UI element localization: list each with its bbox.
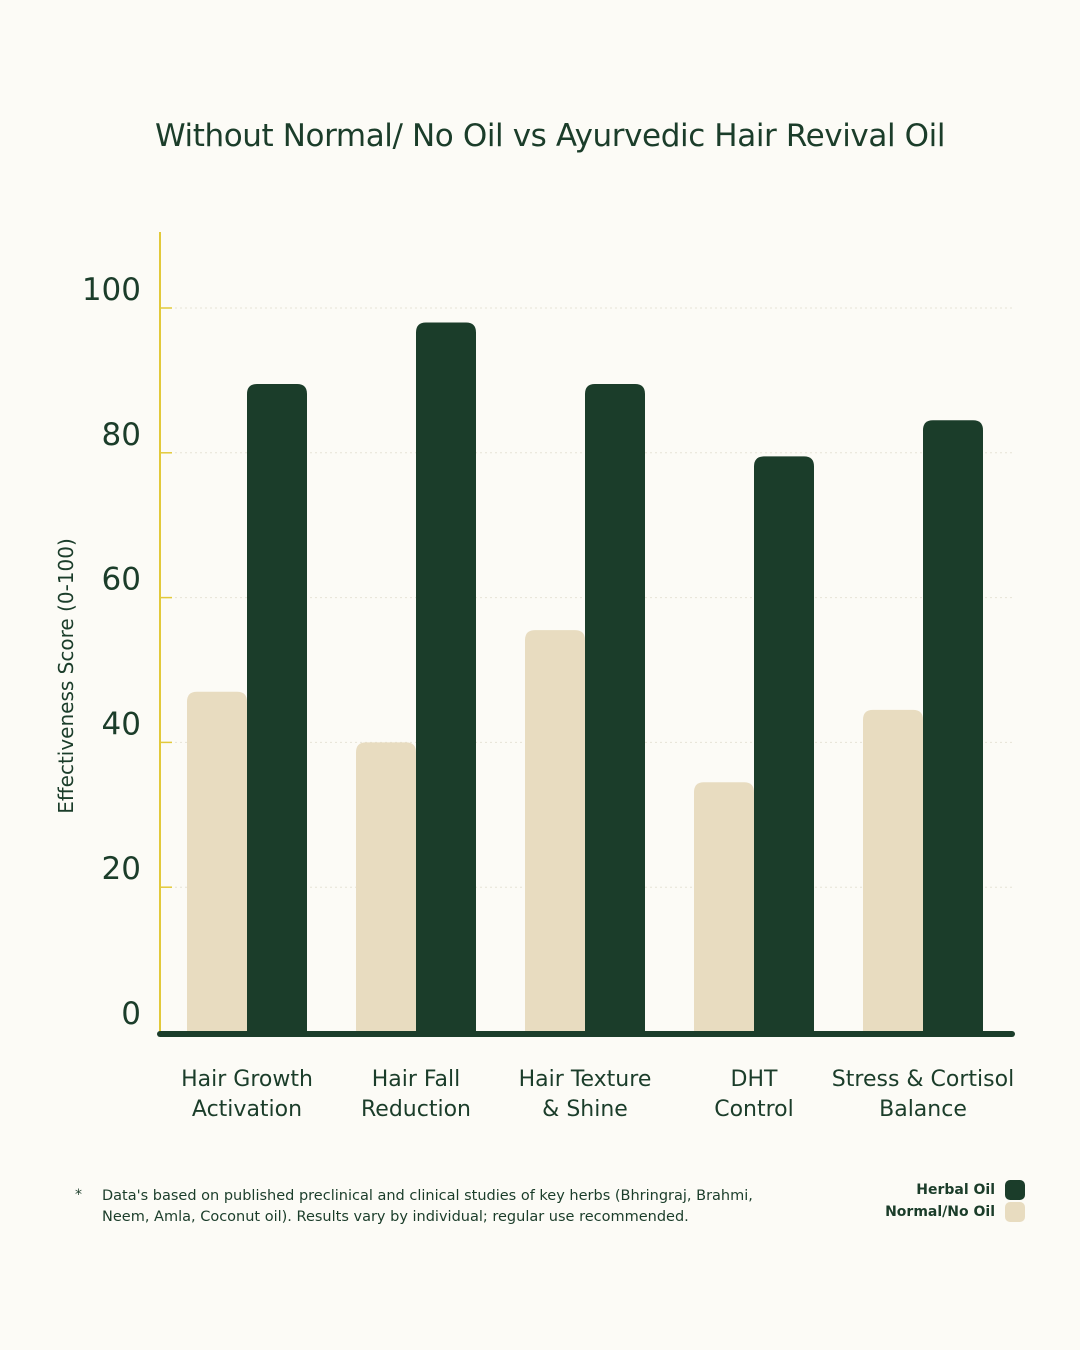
y-tick-label-40: 40 [102,706,141,742]
x-tick-label-4: Stress & Cortisol Balance [832,1067,1014,1122]
x-tick-label-line: DHT [731,1067,778,1092]
x-tick-label-line: Hair Texture [519,1067,652,1092]
y-tick-label-100: 100 [82,272,141,308]
footnote-marker: * [75,1187,82,1203]
x-tick-label-line: Control [714,1097,794,1122]
x-tick-label-line: Stress & Cortisol [832,1067,1014,1092]
x-tick-label-line: Balance [879,1097,967,1122]
bar-herbal-oil-3 [754,456,814,1032]
chart-title: Without Normal/ No Oil vs Ayurvedic Hair… [154,118,946,154]
bar-normal-no-oil-3 [694,782,754,1032]
bar-normal-no-oil-1 [356,742,416,1032]
legend-label-normal-no-oil: Normal/No Oil [885,1204,995,1220]
bar-herbal-oil-4 [923,420,983,1033]
x-tick-label-line: Reduction [361,1097,471,1122]
x-tick-label-line: Hair Fall [372,1067,461,1092]
y-tick-label-80: 80 [102,417,141,453]
x-tick-label-1: Hair Fall Reduction [361,1067,471,1122]
legend-swatch-normal-no-oil [1005,1202,1025,1222]
x-tick-label-line: Activation [192,1097,302,1122]
bar-herbal-oil-0 [247,384,307,1032]
bar-herbal-oil-1 [416,322,476,1033]
x-tick-label-3: DHT Control [714,1067,794,1122]
chart-legend: Herbal Oil Normal/No Oil [885,1180,1025,1222]
y-tick-label-60: 60 [102,562,141,598]
legend-label-herbal-oil: Herbal Oil [916,1182,995,1198]
y-tick-label-0: 0 [121,996,141,1032]
bar-herbal-oil-2 [585,384,645,1032]
x-tick-label-line: & Shine [542,1097,628,1122]
x-tick-label-2: Hair Texture & Shine [519,1067,652,1122]
bar-normal-no-oil-2 [525,630,585,1032]
legend-item-herbal-oil: Herbal Oil [916,1180,1025,1200]
bar-chart: 0 20 40 60 80 100 Effectiveness Score (0-100) H… [54,232,1015,1122]
bar-normal-no-oil-0 [187,691,247,1032]
legend-swatch-herbal-oil [1005,1180,1025,1200]
legend-item-normal-no-oil: Normal/No Oil [885,1202,1025,1222]
y-tick-label-20: 20 [102,851,141,887]
y-axis-title: Effectiveness Score (0-100) [54,538,78,814]
footnote-text: Data's based on published preclinical an… [102,1188,753,1225]
bar-normal-no-oil-4 [863,709,923,1032]
x-tick-label-0: Hair Growth Activation [181,1067,313,1122]
x-tick-label-line: Hair Growth [181,1067,313,1092]
